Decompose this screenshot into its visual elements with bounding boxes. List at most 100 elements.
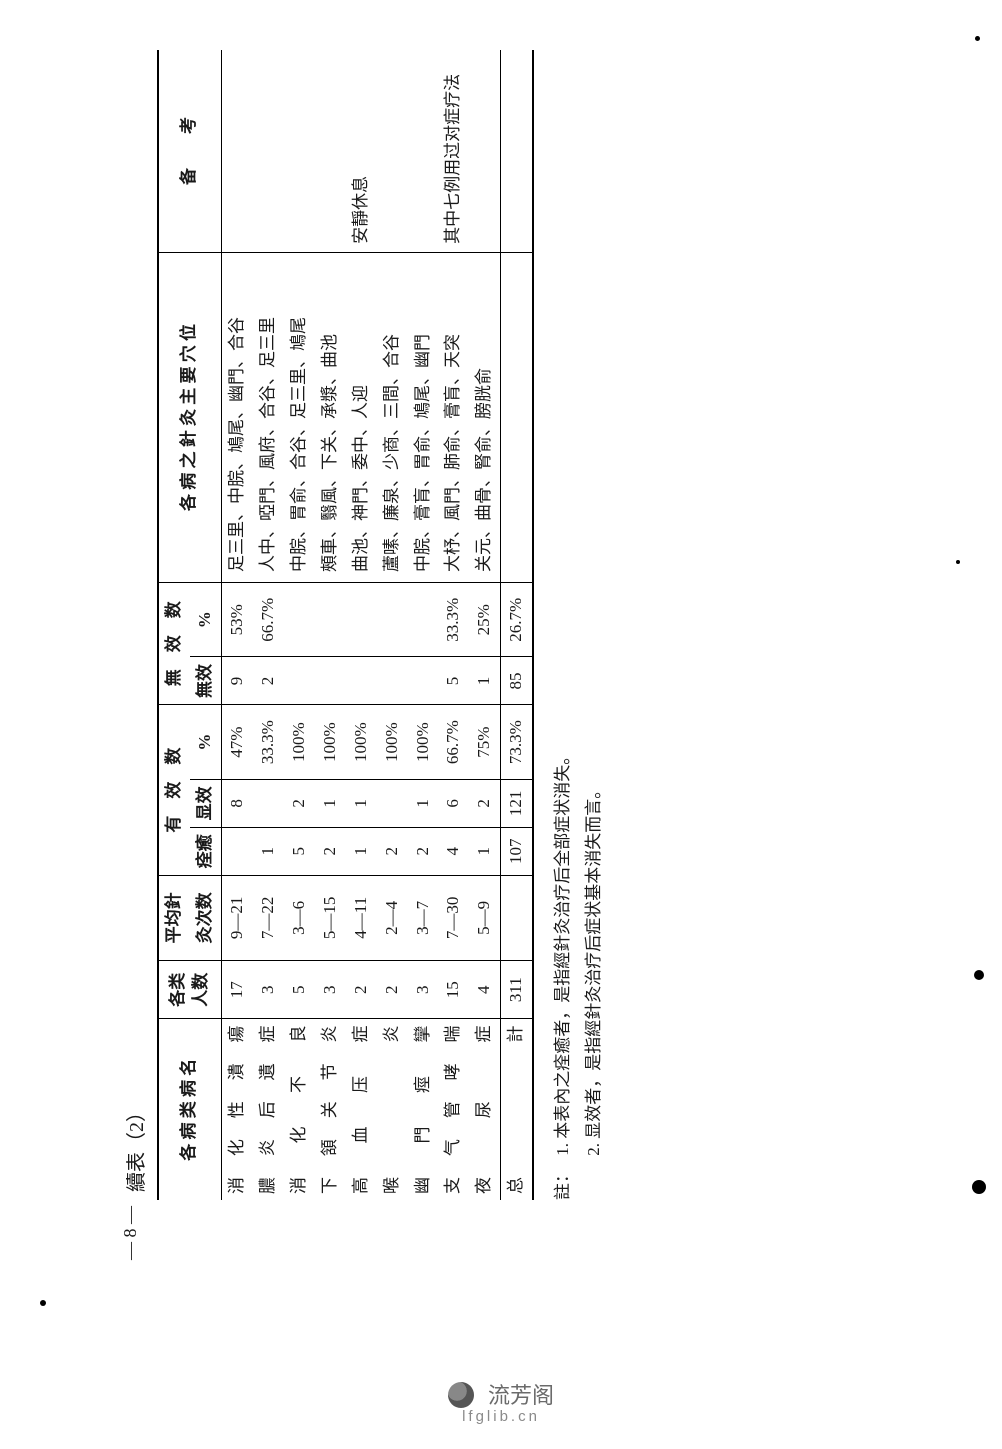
cell: 5—15 [315,875,346,960]
cell: 夜 尿 症 [469,1019,500,1200]
footnote-label: 註： [548,1160,579,1200]
cell [377,779,408,827]
table-row: 高 血 压 症24—1111100%曲池、神門、委中、人迎安靜休息 [346,50,377,1200]
cell: 66.7% [438,705,469,780]
cell [346,657,377,705]
col-acupoints: 各 病 之 針 灸 主 要 穴 位 [158,252,221,582]
table-row: 膿 炎 后 遺 症37—22133.3%266.7%人中、啞門、風府、合谷、足三… [253,50,284,1200]
cell: 足三里、中脘、鳩尾、幽門、合谷 [221,252,252,582]
col-inval-n: 無效 [190,657,221,705]
cell: 7—22 [253,875,284,960]
cell: 3 [408,960,439,1019]
cell: 幽 門 痙 攣 [408,1019,439,1200]
watermark-logo-icon [448,1382,474,1408]
footnote-2-text: 2. 显效者，是指經針灸治疗后症状基本消失而言。 [584,782,603,1156]
page-number: — 8 — [120,1206,141,1260]
cell: 頰車、翳風、下关、承漿、曲池 [315,252,346,582]
col-eff-group: 有 效 数 [158,705,190,875]
cell: 85 [501,657,533,705]
cell: 1 [346,827,377,875]
table-row: 支 气 管 哮 喘157—304666.7%533.3%大杼、風門、肺俞、膏肓、… [438,50,469,1200]
cell: 2 [346,960,377,1019]
cell: 2 [377,960,408,1019]
table-row: 幽 門 痙 攣33—721100%中脘、膏肓、胃俞、鳩尾、幽門 [408,50,439,1200]
cell: 47% [221,705,252,780]
col-avg-group: 平均針 [158,875,190,960]
col-eff-cured: 痊癒 [190,827,221,875]
cell: 高 血 压 症 [346,1019,377,1200]
table-row: 喉 炎22—42100%蘆嗉、廉泉、少商、三間、合谷 [377,50,408,1200]
cell: 33.3% [253,705,284,780]
cell [377,50,408,252]
cell: 1 [408,779,439,827]
cell: 15 [438,960,469,1019]
cell [315,582,346,657]
table-row: 夜 尿 症45—91275%125%关元、曲骨、腎俞、膀胱俞 [469,50,500,1200]
col-cases: 各类人数 [158,960,221,1019]
cell: 蘆嗉、廉泉、少商、三間、合谷 [377,252,408,582]
cell: 3—6 [284,875,315,960]
cell: 100% [284,705,315,780]
cell [408,657,439,705]
cell: 总 計 [501,1019,533,1200]
watermark-name: 流芳阁 [488,1383,554,1408]
cell [284,657,315,705]
cell: 5 [284,827,315,875]
cell [346,582,377,657]
scanned-page: — 8 — 續表（2） 各 病 类 病 名 各类人数 平均針 有 效 数 無 效… [0,215,1002,1035]
watermark-url: lfglib.cn [0,1408,1002,1425]
cell: 107 [501,827,533,875]
cell: 4 [469,960,500,1019]
table-row: 下 頷 关 节 炎35—1521100%頰車、翳風、下关、承漿、曲池 [315,50,346,1200]
data-table: 各 病 类 病 名 各类人数 平均針 有 效 数 無 效 数 各 病 之 針 灸… [157,50,534,1200]
col-remarks: 备 考 [158,50,221,252]
cell: 中脘、膏肓、胃俞、鳩尾、幽門 [408,252,439,582]
cell: 33.3% [438,582,469,657]
cell: 17 [221,960,252,1019]
cell: 消 化 性 潰 瘍 [221,1019,252,1200]
cell: 3 [315,960,346,1019]
cell: 5 [438,657,469,705]
cell [221,827,252,875]
cell [408,50,439,252]
cell: 2 [377,827,408,875]
cell: 安靜休息 [346,50,377,252]
cell: 喉 炎 [377,1019,408,1200]
cell [253,779,284,827]
cell [377,657,408,705]
col-inval-pct: % [190,582,221,657]
cell: 关元、曲骨、腎俞、膀胱俞 [469,252,500,582]
col-eff-marked: 显效 [190,779,221,827]
cell: 1 [346,779,377,827]
cell: 7—30 [438,875,469,960]
cell [221,50,252,252]
cell [501,252,533,582]
cell: 6 [438,779,469,827]
cell: 75% [469,705,500,780]
cell [284,582,315,657]
col-avg-sub: 灸次数 [190,875,221,960]
footnote-1: 註： 1. 本表內之痊癒者，是指經針灸治疗后全部症状消失。 [548,50,579,1200]
cell: 100% [346,705,377,780]
cell: 121 [501,779,533,827]
cell: 53% [221,582,252,657]
cell: 8 [221,779,252,827]
cell: 26.7% [501,582,533,657]
cell [315,657,346,705]
cell: 2 [315,827,346,875]
cell [253,50,284,252]
cell: 中脘、胃俞、合谷、足三里、鳩尾 [284,252,315,582]
cell: 2 [408,827,439,875]
cell [501,875,533,960]
cell: 66.7% [253,582,284,657]
footnotes: 註： 1. 本表內之痊癒者，是指經針灸治疗后全部症状消失。 2. 显效者，是指經… [548,50,609,1200]
cell: 下 頷 关 节 炎 [315,1019,346,1200]
cell: 膿 炎 后 遺 症 [253,1019,284,1200]
cell: 其中七例用过对症疗法 [438,50,469,252]
cell: 支 气 管 哮 喘 [438,1019,469,1200]
cell: 5—9 [469,875,500,960]
table-caption: 續表（2） [120,50,149,1200]
cell: 9—21 [221,875,252,960]
cell: 1 [469,657,500,705]
cell: 100% [377,705,408,780]
